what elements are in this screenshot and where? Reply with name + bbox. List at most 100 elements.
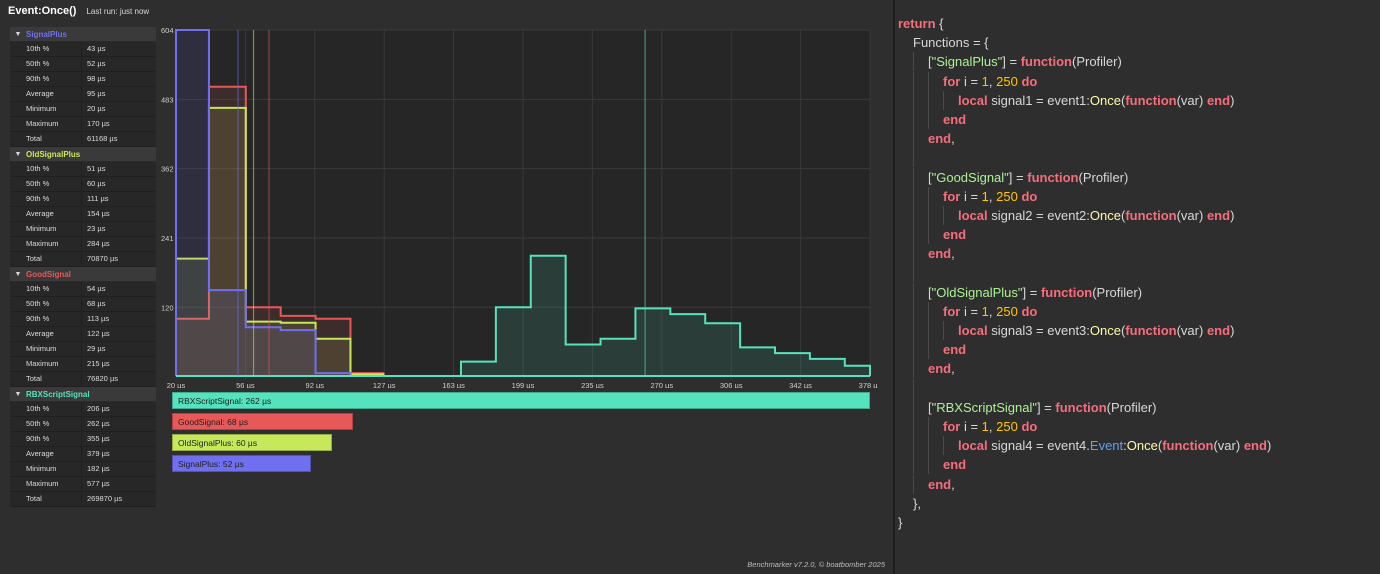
code-token: signal4 = event4.	[987, 438, 1090, 454]
code-line: local signal4 = event4.Event:Once(functi…	[898, 436, 1271, 456]
code-token: ,	[951, 476, 955, 492]
code-token: end	[943, 457, 967, 473]
code-line: ["RBXScriptSignal"] = function(Profiler)	[898, 397, 1271, 417]
code-token: [	[928, 284, 932, 300]
stat-label: Minimum	[10, 342, 82, 356]
code-token: end	[943, 111, 967, 127]
y-tick-label: 241	[161, 234, 174, 243]
stat-label: 90th %	[10, 432, 82, 446]
indent-guide	[913, 263, 928, 283]
x-tick-label: 92 µs	[306, 381, 325, 388]
code-token: ] =	[1036, 399, 1056, 415]
indent-guide	[913, 71, 928, 91]
indent-guide	[898, 110, 913, 129]
indent-guide	[898, 283, 913, 302]
stats-group-header[interactable]: ▼ RBXScriptSignal	[10, 387, 156, 402]
code-line	[898, 263, 1271, 283]
indent-guide	[928, 205, 943, 225]
code-token: )	[1230, 323, 1235, 338]
code-token: Once	[1089, 92, 1121, 108]
chevron-down-icon[interactable]: ▼	[14, 270, 22, 278]
code-token: 250	[996, 418, 1018, 434]
indent-guide	[913, 397, 928, 417]
stat-value: 51 µs	[87, 164, 106, 173]
code-token: do	[1021, 303, 1038, 319]
code-token: [	[928, 399, 932, 415]
code-token: ,	[988, 73, 997, 89]
stats-group-header[interactable]: ▼ GoodSignal	[10, 267, 156, 282]
code-line: end	[898, 109, 1271, 129]
code-token: signal1 = event1:	[987, 92, 1090, 108]
histogram-fill	[176, 107, 384, 376]
stat-label: Average	[10, 447, 82, 461]
code-token: (	[1157, 438, 1163, 454]
code-token: Functions = {	[913, 35, 989, 51]
indent-guide	[928, 225, 943, 245]
stat-value: 98 µs	[87, 74, 106, 83]
stats-group-header[interactable]: ▼ OldSignalPlus	[10, 147, 156, 162]
x-tick-label: 163 µs	[442, 381, 465, 388]
stat-value: 215 µs	[87, 359, 110, 368]
stat-value: 60 µs	[87, 179, 106, 188]
code-token: 250	[996, 73, 1018, 89]
stat-value: 111 µs	[87, 194, 109, 203]
stat-label: 50th %	[10, 57, 82, 71]
chevron-down-icon[interactable]: ▼	[14, 390, 22, 398]
stat-label: Total	[10, 492, 82, 506]
chevron-down-icon[interactable]: ▼	[14, 30, 22, 38]
stat-row: 90th % 98 µs	[10, 72, 156, 87]
indent-guide	[928, 416, 943, 436]
stat-value: 577 µs	[87, 479, 110, 488]
stat-value: 70870 µs	[87, 254, 119, 263]
indent-guide	[898, 91, 913, 110]
indent-guide	[913, 378, 928, 398]
code-line: return {	[898, 14, 1271, 33]
code-token: ,	[951, 246, 955, 262]
x-tick-label: 378 µs	[859, 381, 878, 388]
code-line: end	[898, 225, 1271, 245]
code-token: :	[1123, 438, 1127, 454]
last-run-label: Last run: just now	[86, 7, 150, 16]
code-token: ,	[988, 188, 997, 204]
code-token: end	[1243, 438, 1267, 454]
code-token: (	[1120, 323, 1126, 338]
code-line: end,	[898, 359, 1271, 379]
indent-guide	[913, 455, 928, 475]
code-line: },	[898, 494, 1271, 513]
code-token: do	[1021, 73, 1038, 89]
median-bar: RBXScriptSignal: 262 µs	[172, 392, 870, 409]
code-token: )	[1230, 92, 1235, 108]
stat-row: 10th % 51 µs	[10, 162, 156, 177]
code-token: 250	[996, 303, 1018, 319]
histogram-line	[176, 254, 871, 377]
code-token: function	[1040, 284, 1093, 300]
indent-guide	[913, 301, 928, 321]
code-token: }	[898, 514, 903, 530]
stat-row: 10th % 43 µs	[10, 42, 156, 57]
x-tick-label: 306 µs	[720, 381, 743, 388]
panel-divider[interactable]	[893, 0, 895, 574]
stat-label: Total	[10, 132, 82, 146]
stat-row: 90th % 355 µs	[10, 432, 156, 447]
code-line: local signal2 = event2:Once(function(var…	[898, 205, 1271, 225]
indent-guide	[898, 206, 913, 225]
stats-group-name: OldSignalPlus	[26, 149, 81, 159]
chevron-down-icon[interactable]: ▼	[14, 150, 22, 158]
code-token: (Profiler)	[1106, 399, 1157, 415]
code-line: }	[898, 513, 1271, 532]
code-token: "SignalPlus"	[931, 54, 1003, 70]
indent-guide	[898, 225, 913, 244]
stat-row: 90th % 113 µs	[10, 312, 156, 327]
stats-group-header[interactable]: ▼ SignalPlus	[10, 27, 156, 42]
code-line: local signal1 = event1:Once(function(var…	[898, 90, 1271, 110]
code-token: "RBXScriptSignal"	[931, 399, 1037, 415]
code-token: [	[928, 169, 932, 185]
indent-guide	[943, 205, 958, 225]
code-token: local	[958, 323, 988, 338]
x-tick-label: 127 µs	[373, 381, 396, 388]
code-token: i =	[960, 303, 982, 319]
stat-value: 29 µs	[87, 344, 106, 353]
indent-guide	[913, 321, 928, 340]
stat-label: 10th %	[10, 162, 82, 176]
stat-value: 122 µs	[87, 329, 110, 338]
